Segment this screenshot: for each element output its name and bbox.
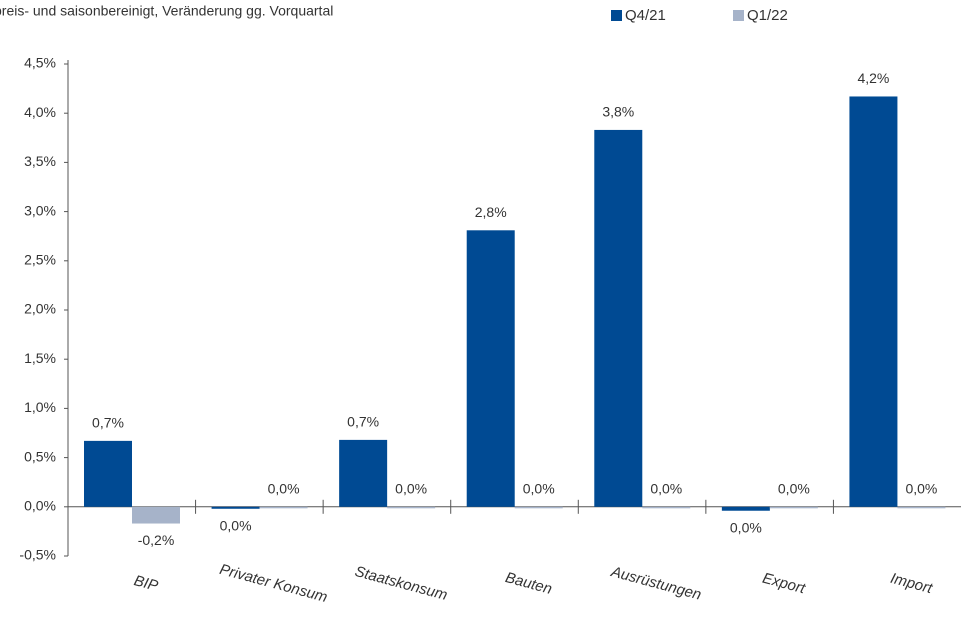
data-label: 2,8% bbox=[475, 204, 507, 220]
bar bbox=[849, 96, 898, 507]
bar bbox=[514, 506, 563, 509]
bar bbox=[897, 506, 946, 509]
bar bbox=[132, 506, 180, 524]
bar bbox=[642, 506, 691, 509]
chart-subtitle: preis- und saisonbereinigt, Veränderung … bbox=[0, 3, 333, 19]
bar bbox=[594, 129, 643, 507]
data-label: 0,0% bbox=[905, 481, 937, 497]
bar bbox=[211, 506, 260, 509]
data-label: 0,0% bbox=[523, 481, 555, 497]
y-tick-label: 2,5% bbox=[24, 252, 56, 268]
y-tick-label: -0,5% bbox=[19, 547, 56, 563]
data-label: 0,0% bbox=[730, 519, 762, 535]
data-label: -0,2% bbox=[138, 532, 175, 548]
y-tick-label: 3,5% bbox=[24, 153, 56, 169]
x-tick-label: Staatskonsum bbox=[353, 563, 449, 604]
x-tick-label: BIP bbox=[132, 572, 160, 595]
bar bbox=[387, 506, 436, 509]
x-tick-label: Import bbox=[889, 570, 935, 598]
x-tick-label: Privater Konsum bbox=[218, 561, 329, 606]
data-label: 3,8% bbox=[602, 104, 634, 120]
y-tick-label: 1,5% bbox=[24, 350, 56, 366]
bar bbox=[339, 439, 388, 507]
data-label: 4,2% bbox=[857, 70, 889, 86]
x-tick-label: Ausrüstungen bbox=[608, 563, 703, 604]
bar bbox=[721, 506, 770, 511]
data-label: 0,0% bbox=[395, 481, 427, 497]
y-tick-label: 4,0% bbox=[24, 104, 56, 120]
x-tick-label: Bauten bbox=[503, 569, 553, 598]
y-tick-label: 0,0% bbox=[24, 498, 56, 514]
data-label: 0,0% bbox=[778, 481, 810, 497]
y-tick-label: 1,0% bbox=[24, 399, 56, 415]
legend-label: Q1/22 bbox=[747, 7, 788, 24]
data-label: 0,0% bbox=[268, 481, 300, 497]
legend-swatch bbox=[733, 10, 744, 21]
bar bbox=[84, 440, 132, 507]
legend-label: Q4/21 bbox=[625, 7, 666, 24]
data-label: 0,0% bbox=[650, 481, 682, 497]
bar bbox=[769, 506, 818, 509]
y-tick-label: 2,0% bbox=[24, 301, 56, 317]
legend-swatch bbox=[611, 10, 622, 21]
bar bbox=[259, 506, 308, 509]
y-tick-label: 4,5% bbox=[24, 55, 56, 71]
data-label: 0,7% bbox=[92, 415, 124, 431]
y-tick-label: 3,0% bbox=[24, 202, 56, 218]
data-label: 0,7% bbox=[347, 414, 379, 430]
y-tick-label: 0,5% bbox=[24, 448, 56, 464]
data-label: 0,0% bbox=[220, 517, 252, 533]
x-tick-label: Export bbox=[761, 570, 808, 598]
bar bbox=[466, 230, 515, 507]
